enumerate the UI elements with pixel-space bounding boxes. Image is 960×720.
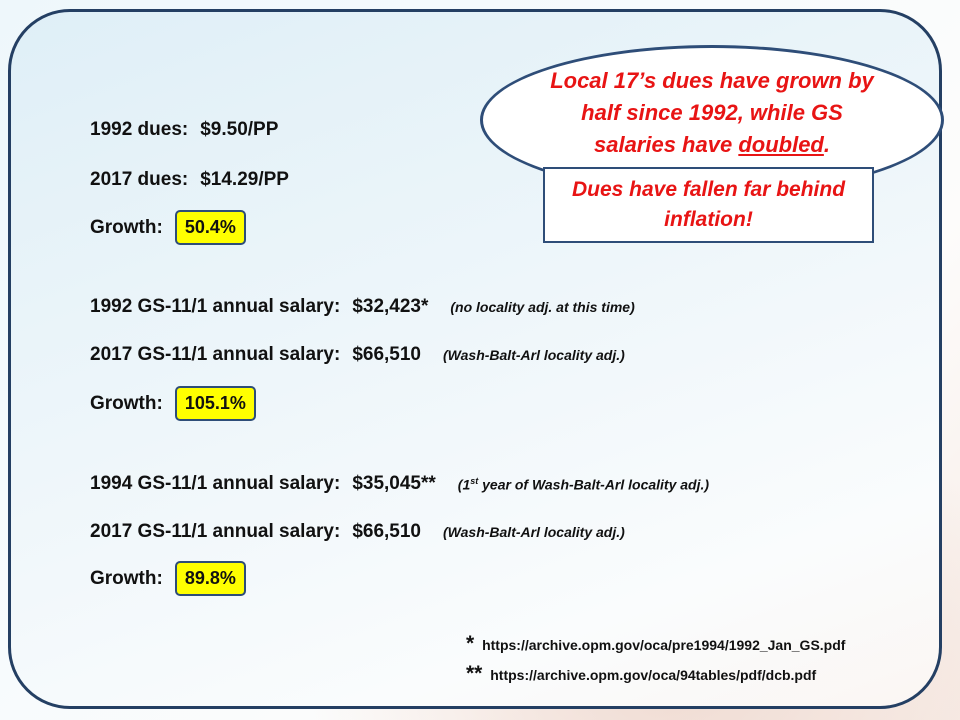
salary-2017-label-b: 2017 GS-11/1 annual salary: — [90, 521, 341, 542]
salary-growth-row-a: Growth: 105.1% — [90, 386, 256, 421]
salary-2017-value-b: $66,510 — [352, 521, 421, 542]
bubble-text-post: . — [823, 132, 830, 157]
dues-growth-label: Growth: — [90, 216, 163, 238]
salary-2017-note-a: (Wash-Balt-Arl locality adj.) — [443, 347, 625, 363]
salary-growth-row-b: Growth: 89.8% — [90, 561, 246, 596]
salary-1992-label: 1992 GS-11/1 annual salary: — [90, 296, 341, 317]
salary-2017-note-b: (Wash-Balt-Arl locality adj.) — [443, 524, 625, 540]
salary-1992-note: (no locality adj. at this time) — [450, 299, 635, 315]
dues-2017-row: 2017 dues: $14.29/PP — [90, 169, 289, 191]
bubble-text: Local 17’s dues have grown by half since… — [547, 65, 877, 161]
salary-2017-value-a: $66,510 — [352, 344, 421, 365]
salary-growth-label-b: Growth: — [90, 567, 163, 589]
inflation-callout: Dues have fallen far behind inflation! — [543, 167, 874, 243]
dues-2017-value: $14.29/PP — [200, 169, 289, 190]
dues-growth-row: Growth: 50.4% — [90, 210, 246, 245]
salary-1994-note: (1st year of Wash-Balt-Arl locality adj.… — [458, 476, 709, 493]
salary-growth-label-a: Growth: — [90, 392, 163, 414]
bubble-text-emphasis: doubled — [738, 132, 824, 157]
dues-1992-label: 1992 dues: — [90, 119, 189, 140]
salary-2017-row-b: 2017 GS-11/1 annual salary: $66,510 (Was… — [90, 521, 625, 543]
salary-2017-row-a: 2017 GS-11/1 annual salary: $66,510 (Was… — [90, 344, 625, 366]
salary-1994-value: $35,045** — [352, 473, 436, 494]
bubble-text-pre: Local 17’s dues have grown by half since… — [550, 68, 874, 157]
salary-1994-label: 1994 GS-11/1 annual salary: — [90, 473, 341, 494]
source-1-link[interactable]: https://archive.opm.gov/oca/pre1994/1992… — [482, 637, 846, 653]
source-1: * https://archive.opm.gov/oca/pre1994/19… — [466, 632, 845, 656]
salary-1992-row: 1992 GS-11/1 annual salary: $32,423* (no… — [90, 296, 635, 318]
dues-1992-row: 1992 dues: $9.50/PP — [90, 119, 278, 141]
salary-1994-note-sup: st — [470, 475, 479, 486]
salary-1994-note-pre: (1 — [457, 476, 471, 493]
callout-text: Dues have fallen far behind inflation! — [571, 178, 846, 231]
salary-1994-note-post: year of Wash-Balt-Arl locality adj.) — [478, 476, 710, 493]
salary-1994-row: 1994 GS-11/1 annual salary: $35,045** (1… — [90, 473, 709, 495]
source-2-link[interactable]: https://archive.opm.gov/oca/94tables/pdf… — [490, 667, 817, 683]
source-1-mark: * — [466, 632, 475, 655]
salary-growth-badge-b: 89.8% — [174, 561, 246, 596]
dues-2017-label: 2017 dues: — [90, 169, 189, 190]
salary-growth-badge-a: 105.1% — [174, 386, 256, 421]
source-2-mark: ** — [466, 662, 483, 685]
source-2: ** https://archive.opm.gov/oca/94tables/… — [466, 662, 816, 686]
salary-2017-label-a: 2017 GS-11/1 annual salary: — [90, 344, 341, 365]
dues-growth-badge: 50.4% — [174, 210, 246, 245]
salary-1992-value: $32,423* — [352, 296, 429, 317]
dues-1992-value: $9.50/PP — [200, 119, 279, 140]
